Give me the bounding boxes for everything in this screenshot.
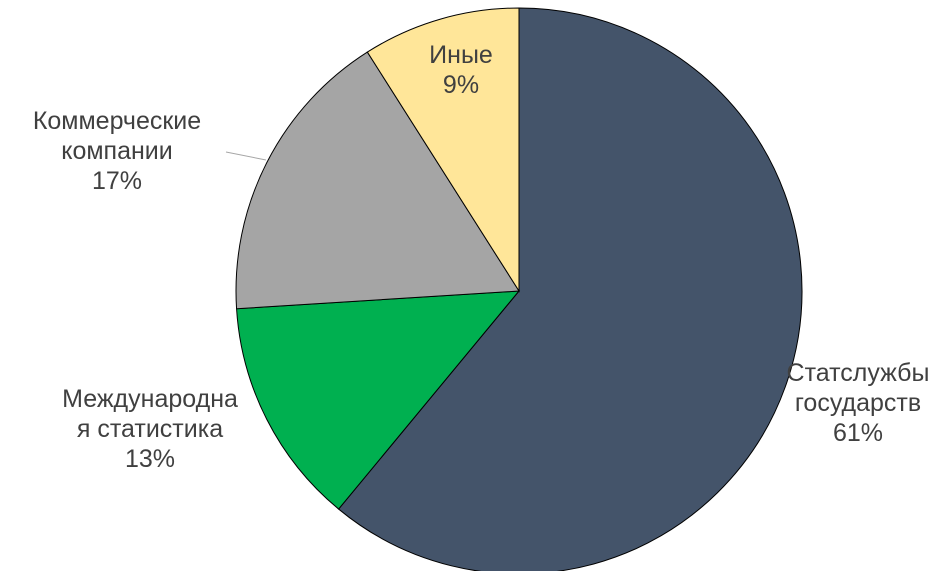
data-label-1: Статслужбы государств 61% (787, 359, 930, 447)
data-label-line: 13% (125, 445, 175, 473)
data-label-line: компании (61, 137, 173, 165)
data-label-line: я статистика (77, 415, 223, 443)
pie-slice-4 (366, 7, 520, 293)
data-label-line: Коммерческие (33, 107, 201, 135)
pie-slice-3 (235, 51, 520, 310)
data-label-line: государств (795, 389, 921, 417)
pie-slice-2 (236, 290, 521, 510)
data-label-4: Иные 9% (429, 41, 493, 99)
data-label-line: 61% (833, 419, 883, 447)
leader-line-commercial (225, 151, 267, 161)
data-label-2: Международна я статистика 13% (62, 385, 238, 473)
pie-slice-1 (337, 7, 803, 571)
pie-slices (235, 7, 803, 571)
data-label-line: 17% (92, 167, 142, 195)
data-label-line: Статслужбы (787, 359, 930, 387)
data-label-3: Коммерческие компании 17% (33, 107, 201, 195)
pie-labels: Статслужбы государств 61% Международна я ста… (33, 41, 930, 473)
data-label-line: Международна (62, 385, 238, 413)
data-label-line: 9% (443, 71, 479, 99)
data-label-line: Иные (429, 41, 493, 69)
